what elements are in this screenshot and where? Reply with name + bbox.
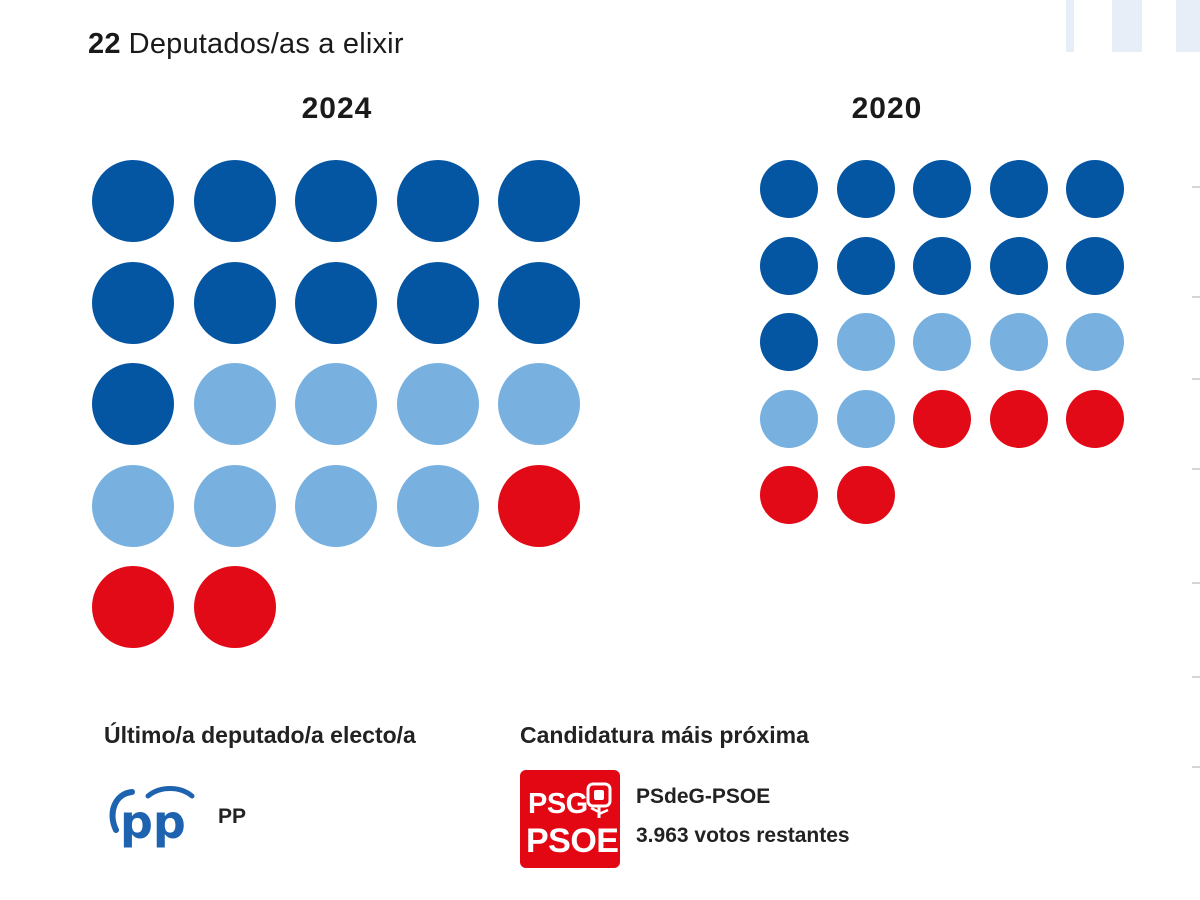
- seat-pp: [913, 160, 971, 218]
- divider-tick: [1192, 186, 1200, 188]
- psoe-rose-icon: [586, 782, 612, 818]
- psoe-logo-line2: PSOE: [526, 822, 619, 860]
- seat-bng: [498, 363, 580, 445]
- psoe-logo-line1: PSG: [528, 788, 588, 820]
- seat-bng: [1066, 313, 1124, 371]
- divider-tick: [1192, 468, 1200, 470]
- last-elected-label: Último/a deputado/a electo/a: [104, 722, 416, 748]
- seat-pp: [498, 261, 580, 344]
- seat-pp: [913, 236, 971, 295]
- seat-pp: [760, 160, 818, 218]
- seat-bng: [193, 464, 276, 547]
- seats-headline: 22 Deputados/as a elixir: [88, 28, 404, 61]
- seat-pp: [193, 160, 276, 242]
- seat-bng: [836, 313, 895, 371]
- seat-pp: [836, 160, 895, 218]
- seat-pp: [193, 261, 276, 344]
- seat-pp: [396, 160, 479, 242]
- divider-tick: [1192, 582, 1200, 584]
- decorative-bar: [1176, 0, 1200, 52]
- seat-pp: [295, 261, 377, 344]
- seat-bng: [295, 464, 377, 547]
- seats-count: 22: [88, 28, 121, 60]
- seat-pp: [989, 236, 1048, 295]
- year-title-2024: 2024: [301, 92, 373, 125]
- svg-text:pp: pp: [120, 795, 186, 848]
- seat-pp: [836, 236, 895, 295]
- seat-pp: [760, 236, 818, 295]
- seat-bng: [836, 389, 895, 448]
- seat-bng: [92, 464, 174, 547]
- seat-pp: [295, 160, 377, 242]
- seat-bng: [760, 389, 818, 448]
- seat-pp: [989, 160, 1048, 218]
- nearest-candidacy-label: Candidatura máis próxima: [520, 722, 809, 748]
- divider-tick: [1192, 378, 1200, 380]
- seat-psoe: [989, 389, 1048, 448]
- seat-pp: [92, 363, 174, 445]
- seat-bng: [193, 363, 276, 445]
- seat-pp: [498, 160, 580, 242]
- seat-psoe: [498, 464, 580, 547]
- nearest-votes: 3.963 votos restantes: [636, 824, 850, 847]
- seat-psoe: [1066, 389, 1124, 448]
- seat-pp: [1066, 160, 1124, 218]
- seat-pp: [92, 261, 174, 344]
- year-title-2020: 2020: [851, 92, 923, 125]
- seat-pp: [1066, 236, 1124, 295]
- divider-tick: [1192, 676, 1200, 678]
- seat-psoe: [760, 466, 818, 524]
- decorative-bar: [1066, 0, 1074, 52]
- seat-psoe: [913, 389, 971, 448]
- last-elected-party: PP: [218, 805, 247, 828]
- psoe-logo: PSG PSOE: [520, 770, 620, 868]
- seat-pp: [760, 313, 818, 371]
- seat-psoe: [92, 566, 174, 648]
- seat-grid-2020: [760, 160, 1126, 526]
- seat-bng: [396, 464, 479, 547]
- divider-tick: [1192, 766, 1200, 768]
- seat-pp: [396, 261, 479, 344]
- seat-grid-2024: [92, 160, 582, 650]
- nearest-party: PSdeG-PSOE: [636, 785, 771, 808]
- seat-bng: [913, 313, 971, 371]
- seat-pp: [92, 160, 174, 242]
- pp-logo-icon: pp: [104, 786, 200, 849]
- seat-bng: [396, 363, 479, 445]
- seat-bng: [989, 313, 1048, 371]
- decorative-bar: [1112, 0, 1142, 52]
- seat-bng: [295, 363, 377, 445]
- seat-psoe: [193, 566, 276, 648]
- divider-tick: [1192, 296, 1200, 298]
- seats-label: Deputados/as a elixir: [128, 28, 404, 60]
- seat-psoe: [836, 466, 895, 524]
